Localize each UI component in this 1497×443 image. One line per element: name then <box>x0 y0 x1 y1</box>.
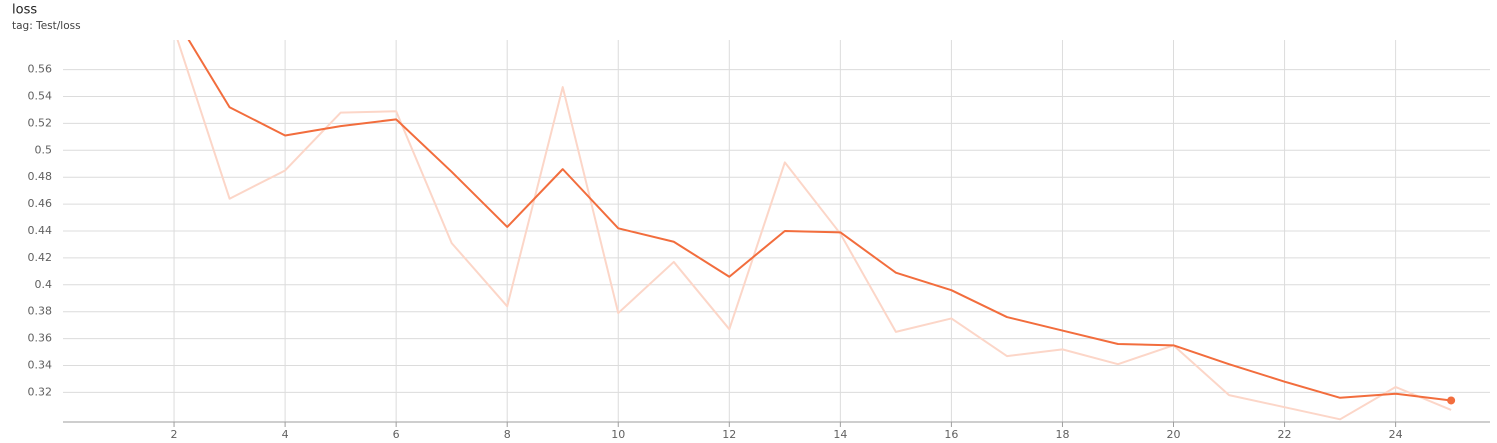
y-tick-label: 0.4 <box>35 278 53 291</box>
x-tick-label: 20 <box>1167 428 1181 441</box>
y-tick-label: 0.42 <box>28 251 53 264</box>
x-tick-label: 12 <box>722 428 736 441</box>
x-tick-label: 24 <box>1389 428 1403 441</box>
x-tick-label: 22 <box>1278 428 1292 441</box>
y-tick-label: 0.56 <box>28 63 53 76</box>
x-tick-label: 18 <box>1055 428 1069 441</box>
grid <box>63 40 1490 422</box>
y-tick-label: 0.34 <box>28 359 53 372</box>
end-point <box>1447 396 1456 405</box>
x-tick-label: 8 <box>504 428 511 441</box>
x-tick-label: 6 <box>393 428 400 441</box>
chart-title: loss <box>12 3 37 18</box>
y-tick-label: 0.5 <box>35 143 53 156</box>
plot-area <box>176 40 1456 421</box>
x-tick-label: 4 <box>282 428 289 441</box>
y-tick-label: 0.48 <box>28 170 53 183</box>
chart-subtitle: tag: Test/loss <box>12 20 81 32</box>
y-tick-label: 0.52 <box>28 116 53 129</box>
x-tick-label: 14 <box>833 428 847 441</box>
x-tick-label: 2 <box>171 428 178 441</box>
y-tick-label: 0.36 <box>28 332 53 345</box>
y-tick-label: 0.54 <box>28 89 53 102</box>
x-tick-label: 16 <box>944 428 958 441</box>
series-line <box>176 40 1452 421</box>
y-tick-label: 0.32 <box>28 385 53 398</box>
y-tick-label: 0.38 <box>28 305 53 318</box>
y-tick-label: 0.44 <box>28 224 53 237</box>
series-line <box>187 40 1452 402</box>
x-tick-label: 10 <box>611 428 625 441</box>
y-tick-label: 0.46 <box>28 197 53 210</box>
